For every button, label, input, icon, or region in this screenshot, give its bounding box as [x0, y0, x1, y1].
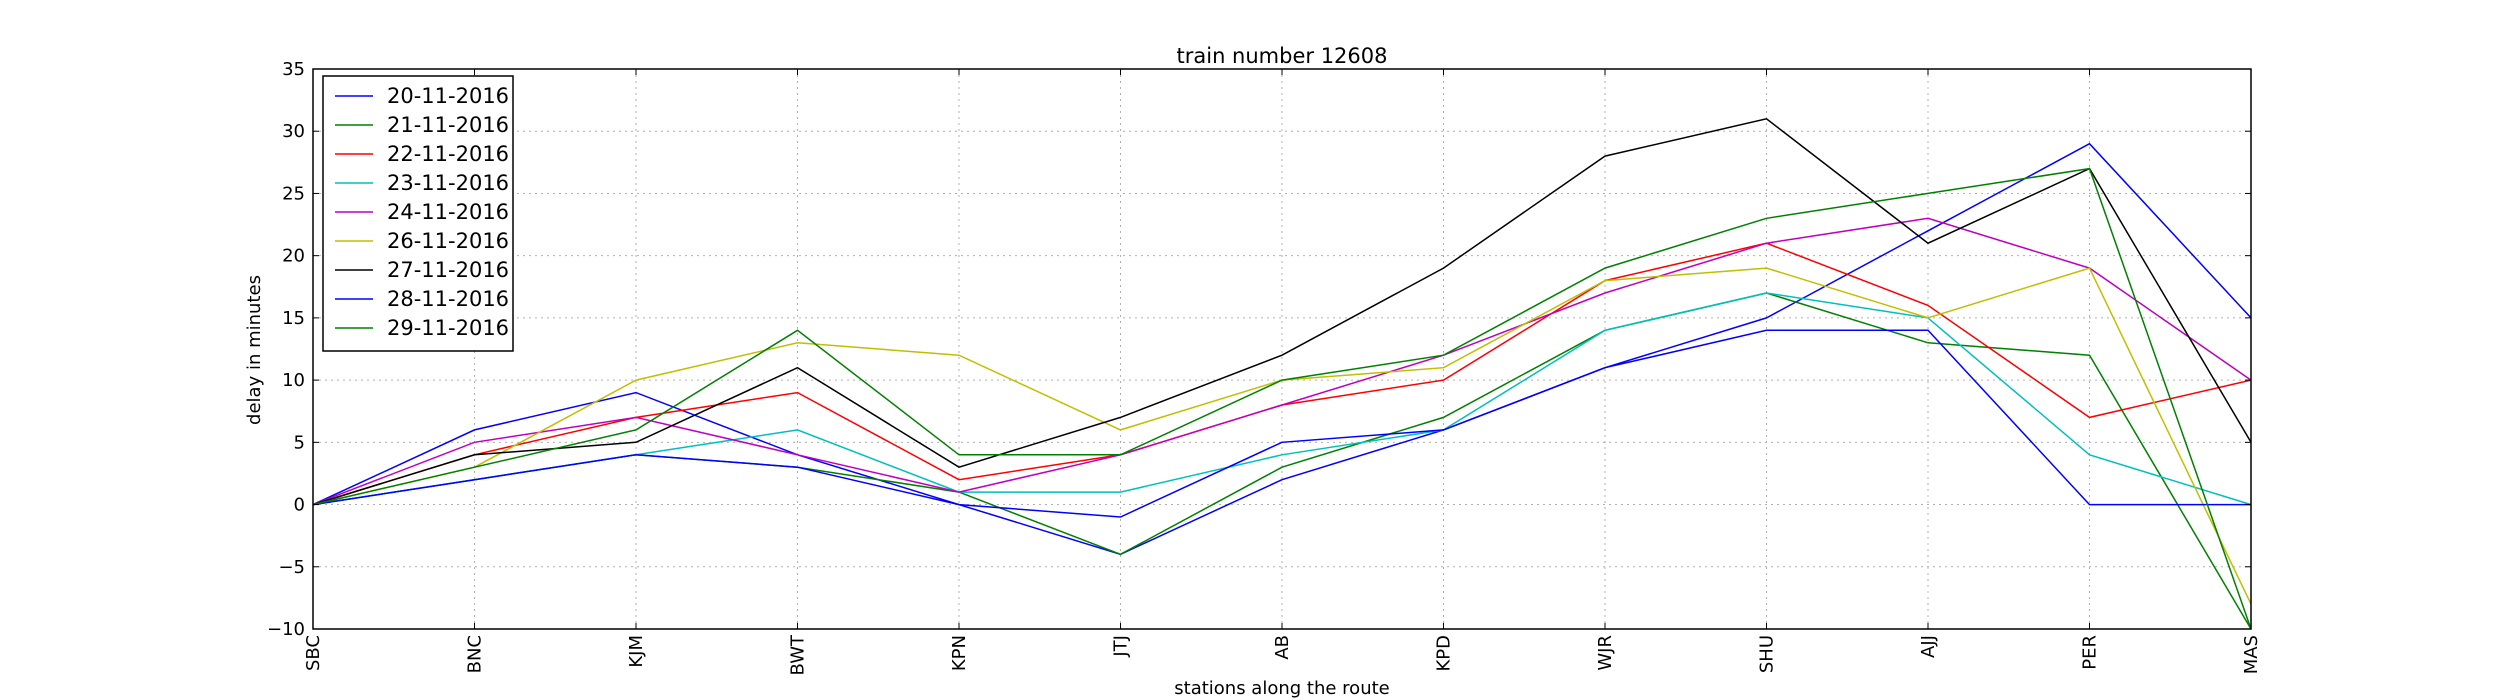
- y-tick-label: 0: [294, 495, 305, 516]
- legend-label: 29-11-2016: [387, 316, 509, 340]
- y-axis: −10 −5 0 5 10 15 20 25 30 35: [267, 59, 2251, 640]
- x-tick-label: BWT: [788, 634, 809, 676]
- x-tick-label: AB: [1272, 635, 1293, 660]
- legend-label: 22-11-2016: [387, 142, 509, 166]
- y-tick-label: −10: [267, 619, 305, 640]
- y-axis-title: delay in minutes: [244, 275, 265, 425]
- series-line-28-11-2016: [312, 329, 2251, 518]
- series-line-27-11-2016: [312, 117, 2252, 506]
- x-tick-label: BNC: [465, 635, 486, 673]
- y-tick-label: 20: [282, 246, 305, 267]
- legend-label: 20-11-2016: [387, 84, 509, 108]
- series-line-29-11-2016: [312, 167, 2252, 630]
- y-tick-label: −5: [278, 557, 305, 578]
- legend-label: 24-11-2016: [387, 200, 509, 224]
- legend-label: 27-11-2016: [387, 258, 509, 282]
- y-tick-label: 35: [282, 59, 305, 80]
- x-tick-label: KJM: [626, 635, 647, 668]
- x-tick-label: KPD: [1434, 635, 1455, 672]
- series-line-20-11-2016: [312, 142, 2252, 556]
- x-axis-title: stations along the route: [1174, 678, 1389, 699]
- x-tick-label: SHU: [1757, 635, 1778, 673]
- y-tick-label: 5: [294, 432, 305, 453]
- series-line-24-11-2016: [312, 217, 2252, 506]
- legend-label: 23-11-2016: [387, 171, 509, 195]
- legend-label: 21-11-2016: [387, 113, 509, 137]
- x-tick-label: PER: [2080, 635, 2101, 670]
- x-axis: SBC BNC KJM BWT KPN JTJ AB KPD WJR SHU AJJ PER MAS: [303, 69, 2262, 676]
- y-tick-label: 25: [282, 183, 305, 204]
- chart-title: train number 12608: [1177, 44, 1388, 68]
- legend: 20-11-2016 21-11-2016 22-11-2016 23-11-2016…: [322, 75, 514, 352]
- legend-label: 28-11-2016: [387, 287, 509, 311]
- grid: [312, 68, 2252, 630]
- legend-box: [322, 75, 514, 352]
- y-tick-label: 15: [282, 308, 305, 329]
- x-tick-label: SBC: [303, 635, 324, 671]
- x-tick-label: KPN: [949, 635, 970, 671]
- x-tick-label: MAS: [2241, 635, 2262, 674]
- y-tick-label: 10: [282, 370, 305, 391]
- y-tick-label: 30: [282, 121, 305, 142]
- x-tick-label: WJR: [1595, 635, 1616, 671]
- x-tick-label: AJJ: [1918, 635, 1939, 658]
- x-tick-label: JTJ: [1111, 635, 1132, 658]
- series-lines: [312, 117, 2252, 630]
- legend-label: 26-11-2016: [387, 229, 509, 253]
